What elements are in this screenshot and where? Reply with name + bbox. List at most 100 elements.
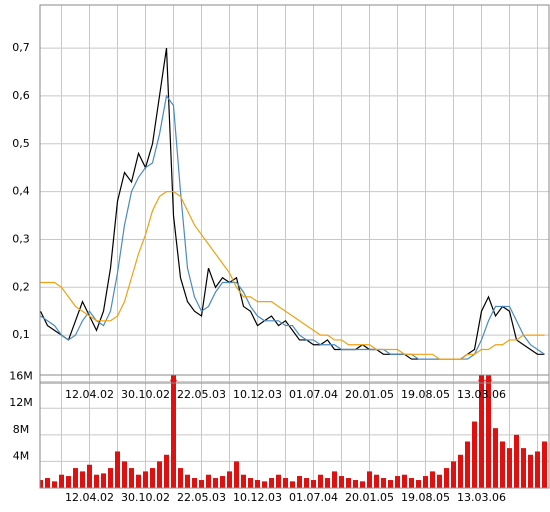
volume-bar	[507, 448, 512, 488]
volume-bar	[73, 468, 78, 488]
volume-bar	[493, 428, 498, 488]
volume-bar	[423, 476, 428, 488]
volume-bar	[59, 474, 64, 488]
volume-bar	[122, 461, 127, 488]
x-tick-label: 19.08.05	[401, 388, 450, 401]
x-tick-label: 22.05.03	[177, 491, 226, 504]
overflow-arrow	[170, 375, 177, 382]
volume-bar	[101, 473, 106, 488]
volume-bar	[136, 474, 141, 488]
volume-bar	[262, 481, 267, 488]
volume-bar	[479, 375, 484, 488]
volume-bar	[129, 468, 134, 488]
x-tick-label: 19.08.05	[401, 491, 450, 504]
x-tick-label: 30.10.02	[121, 388, 170, 401]
volume-bar	[248, 478, 253, 488]
volume-bar	[402, 474, 407, 488]
overflow-arrow	[485, 375, 492, 382]
y-tick-label: 16M	[9, 370, 33, 383]
volume-bar	[374, 474, 379, 488]
y-tick-label: 0,3	[12, 232, 30, 245]
volume-bar	[353, 480, 358, 488]
volume-bar	[164, 454, 169, 488]
y-tick-label: 4M	[13, 449, 30, 462]
volume-bar	[500, 441, 505, 488]
price-line	[40, 191, 545, 360]
volume-bar	[521, 448, 526, 488]
volume-bar	[409, 478, 414, 488]
y-tick-label: 0,1	[12, 328, 30, 341]
volume-bar	[486, 375, 491, 488]
volume-bar	[269, 478, 274, 488]
volume-bar	[199, 480, 204, 488]
volume-bar	[157, 461, 162, 488]
volume-bar	[143, 471, 148, 488]
y-tick-label: 0,6	[12, 89, 30, 102]
x-tick-label: 12.04.02	[65, 388, 114, 401]
volume-bar	[40, 480, 43, 488]
volume-bar	[206, 474, 211, 488]
volume-bar	[227, 471, 232, 488]
x-tick-label: 12.04.02	[65, 491, 114, 504]
volume-bar	[514, 434, 519, 488]
volume-bar	[304, 478, 309, 488]
x-tick-label: 20.01.05	[345, 491, 394, 504]
y-tick-label: 8M	[13, 423, 30, 436]
plot-background	[40, 5, 549, 383]
volume-bar	[52, 481, 57, 488]
volume-bar	[94, 474, 99, 488]
volume-bar	[311, 480, 316, 488]
y-tick-label: 12M	[9, 396, 33, 409]
x-tick-label: 10.12.03	[233, 491, 282, 504]
y-tick-label: 0,7	[12, 41, 30, 54]
volume-bar	[367, 471, 372, 488]
volume-bar	[150, 468, 155, 488]
volume-bar	[346, 478, 351, 488]
volume-bar	[458, 454, 463, 488]
volume-bar	[276, 474, 281, 488]
volume-bar	[220, 476, 225, 488]
volume-bar	[388, 480, 393, 488]
volume-bar	[178, 468, 183, 488]
volume-bar	[87, 464, 92, 488]
volume-bar	[108, 468, 113, 488]
volume-bar	[465, 441, 470, 488]
volume-bar	[80, 471, 85, 488]
volume-bar	[45, 478, 50, 488]
y-tick-label: 0,5	[12, 137, 30, 150]
x-tick-label: 20.01.05	[345, 388, 394, 401]
volume-bar	[325, 478, 330, 488]
x-tick-label: 13.03.06	[457, 491, 506, 504]
volume-bar	[332, 471, 337, 488]
volume-bar	[339, 476, 344, 488]
volume-bar	[437, 474, 442, 488]
volume-bar	[395, 476, 400, 488]
x-tick-label: 30.10.02	[121, 491, 170, 504]
volume-bar	[241, 474, 246, 488]
volume-bar	[444, 468, 449, 488]
volume-bar	[416, 480, 421, 488]
y-tick-label: 0,2	[12, 280, 30, 293]
plot-frame	[39, 374, 550, 489]
volume-bar	[234, 461, 239, 488]
x-tick-label: 01.07.04	[289, 388, 338, 401]
x-tick-label: 13.03.06	[457, 388, 506, 401]
x-tick-label: 10.12.03	[233, 388, 282, 401]
volume-bar	[290, 481, 295, 488]
volume-bar	[297, 476, 302, 488]
volume-bar	[318, 474, 323, 488]
y-tick-label: 0,4	[12, 185, 30, 198]
volume-bar	[192, 478, 197, 488]
volume-bar	[66, 476, 71, 488]
volume-bar	[472, 421, 477, 488]
volume-bar	[213, 478, 218, 488]
plot-frame	[39, 4, 550, 384]
volume-bar	[542, 441, 547, 488]
volume-bar	[430, 471, 435, 488]
volume-bar	[185, 474, 190, 488]
volume-bar	[115, 451, 120, 488]
volume-bar	[255, 480, 260, 488]
volume-bar	[171, 375, 176, 488]
volume-bar	[451, 461, 456, 488]
